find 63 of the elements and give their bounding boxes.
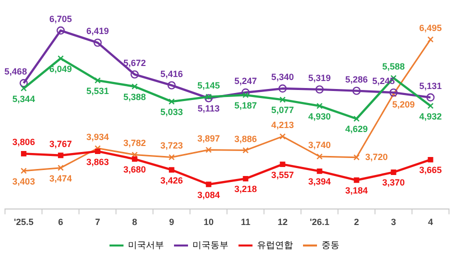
data-label: 3,782 [123, 138, 146, 148]
data-label: 5,468 [4, 66, 27, 77]
data-label: 5,145 [197, 80, 220, 90]
data-label: 5,033 [160, 107, 183, 118]
data-label: 3,806 [12, 137, 35, 148]
data-label: 3,474 [49, 173, 72, 184]
data-label: 3,394 [308, 176, 331, 187]
data-label: 3,184 [345, 186, 368, 196]
x-tick-label: 3 [391, 217, 396, 228]
x-tick-label: 10 [204, 217, 214, 228]
x-tick-label: 2 [354, 217, 360, 228]
data-label: 5,187 [234, 100, 257, 111]
data-label: 3,740 [308, 140, 331, 150]
data-label: 5,319 [308, 72, 331, 83]
data-label: 5,131 [419, 80, 442, 91]
data-label: 3,680 [123, 164, 146, 175]
legend-label: 유럽연합 [257, 240, 293, 251]
data-label: 5,588 [382, 61, 405, 72]
data-label: 4,932 [419, 111, 442, 122]
x-tick-label: 4 [428, 217, 434, 228]
data-label: 3,426 [160, 175, 183, 186]
data-label: 5,286 [345, 74, 368, 84]
x-tick-label: 11 [240, 217, 250, 228]
data-label: 6,419 [86, 26, 109, 36]
data-label: 6,049 [49, 64, 72, 74]
x-tick-label: '26.1 [310, 217, 330, 228]
x-tick-label: 12 [278, 217, 288, 228]
x-tick-label: 9 [169, 217, 174, 228]
legend-label: 미국동부 [192, 240, 228, 251]
x-tick-label: '25.5 [14, 217, 34, 228]
data-label: 3,886 [234, 134, 257, 144]
data-label: 5,531 [86, 86, 109, 96]
data-label: 3,403 [12, 176, 35, 186]
data-label: 3,720 [365, 152, 388, 162]
data-label: 3,370 [382, 178, 405, 188]
data-label: 3,723 [160, 140, 183, 151]
data-label: 5,340 [271, 72, 294, 82]
data-label: 3,557 [271, 170, 294, 180]
data-label: 4,213 [271, 120, 294, 130]
data-label: 6,705 [49, 14, 72, 24]
legend-label: 미국서부 [128, 240, 164, 251]
data-label: 4,629 [345, 124, 368, 134]
data-label: 5,209 [392, 100, 415, 110]
x-tick-label: 6 [58, 217, 64, 228]
data-label: 3,934 [86, 132, 109, 142]
data-label: 5,077 [271, 105, 294, 116]
data-label: 3,084 [197, 190, 220, 200]
data-label: 5,247 [234, 76, 257, 86]
data-label: 3,897 [197, 133, 220, 144]
data-label: 3,665 [419, 165, 442, 176]
data-label: 3,218 [234, 184, 257, 194]
x-tick-label: 8 [132, 217, 138, 228]
data-label: 5,113 [198, 104, 220, 114]
data-label: 5,344 [12, 94, 35, 104]
data-label: 3,767 [49, 138, 72, 149]
data-label: 5,388 [123, 92, 146, 102]
data-label: 5,416 [160, 68, 183, 79]
data-label: 6,495 [419, 22, 442, 33]
data-label: 3,863 [86, 156, 109, 167]
data-label: 4,930 [308, 111, 331, 122]
x-tick-label: 7 [95, 217, 100, 228]
data-label: 5,672 [123, 58, 146, 68]
legend-label: 중동 [322, 240, 340, 251]
